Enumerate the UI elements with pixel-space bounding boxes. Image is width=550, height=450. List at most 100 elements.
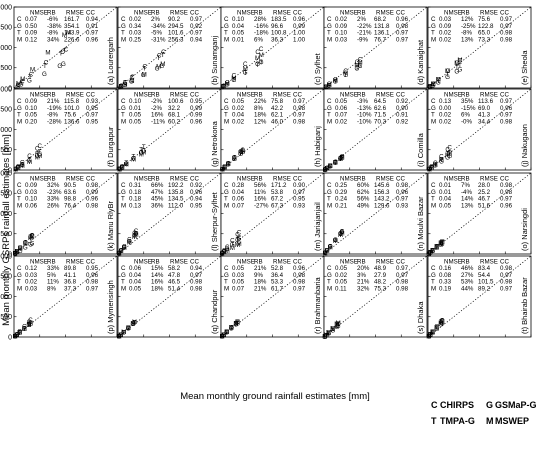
data-point-G: G	[15, 250, 20, 257]
stat-rb: 35%	[461, 98, 474, 105]
stat-header-nmse: NMSE	[237, 259, 255, 266]
data-point-M: M	[333, 159, 338, 166]
data-point-M: M	[447, 150, 452, 157]
y-tick-label: 1000	[0, 45, 12, 52]
stat-header-nmse: NMSE	[134, 259, 152, 266]
stat-rb: -10%	[357, 118, 372, 125]
stat-nmse: 0.34	[129, 23, 142, 30]
data-point-M: M	[62, 32, 67, 39]
data-point-C: C	[340, 154, 345, 161]
stat-rb: -0%	[461, 118, 473, 125]
data-point-M: M	[12, 250, 17, 257]
data-point-M: M	[160, 61, 165, 68]
station-label: (c) Sylhet	[313, 52, 322, 85]
data-point-T: T	[325, 248, 329, 255]
stat-cc: 0.97	[293, 189, 306, 196]
data-point-C: C	[225, 79, 230, 86]
data-point-M: M	[235, 319, 240, 326]
stat-header-cc: CC	[190, 10, 199, 17]
stat-header-nmse: NMSE	[30, 92, 48, 99]
stat-nmse: 0.02	[439, 30, 452, 37]
data-point-C: C	[324, 84, 329, 91]
stat-cc: 0.90	[293, 182, 306, 189]
data-point-T: T	[427, 334, 431, 341]
data-point-G: G	[440, 241, 445, 248]
data-point-T: T	[323, 167, 327, 174]
stat-nmse: 0.02	[232, 105, 245, 112]
stat-cc: 0.97	[293, 285, 306, 292]
data-point-C: C	[119, 83, 124, 90]
data-point-C: C	[44, 60, 49, 67]
one-to-one-line	[13, 88, 118, 171]
stat-rmse: 134.5	[168, 196, 184, 203]
data-point-G: G	[28, 321, 33, 328]
stat-header-rmse: RMSE	[66, 176, 84, 183]
data-point-M: M	[132, 234, 137, 241]
stat-rmse: 60.2	[168, 118, 181, 125]
data-point-M: M	[225, 248, 230, 255]
data-point-G: G	[119, 248, 124, 255]
stat-rb: 13%	[461, 36, 474, 43]
stat-nmse: 0.13	[129, 202, 142, 209]
stat-code: G	[121, 272, 126, 279]
stat-header-rb: RB	[254, 259, 263, 266]
stat-nmse: 0.05	[129, 285, 142, 292]
stat-cc: 0.98	[86, 182, 99, 189]
data-point-G: G	[129, 79, 134, 86]
data-point-M: M	[326, 330, 331, 337]
data-point-M: M	[438, 240, 443, 247]
stat-cc: 0.93	[86, 98, 99, 105]
stat-cc: 0.97	[190, 16, 203, 23]
data-point-M: M	[230, 245, 235, 252]
data-point-T: T	[327, 82, 331, 89]
data-point-G: G	[19, 82, 24, 89]
stat-rb: 8%	[254, 105, 263, 112]
stat-rmse: 47.8	[168, 272, 181, 279]
data-point-T: T	[331, 326, 335, 333]
data-point-G: G	[427, 167, 432, 174]
data-point-T: T	[123, 80, 127, 87]
stat-header-rb: RB	[151, 259, 160, 266]
data-point-M: M	[29, 234, 34, 241]
data-point-C: C	[20, 160, 25, 167]
stat-nmse: 0.05	[335, 98, 348, 105]
data-point-G: G	[433, 163, 438, 170]
data-point-T: T	[139, 146, 143, 153]
data-point-C: C	[20, 79, 25, 86]
stat-rmse: 183.5	[271, 16, 287, 23]
stat-nmse: 0.01	[232, 36, 245, 43]
data-point-G: G	[220, 166, 225, 173]
stat-code: C	[121, 16, 126, 23]
data-point-G: G	[141, 72, 146, 79]
data-point-T: T	[15, 332, 19, 339]
data-point-T: T	[239, 149, 243, 156]
stat-code: M	[17, 285, 22, 292]
stat-code: T	[327, 196, 331, 203]
stat-code: G	[121, 105, 126, 112]
one-to-one-line	[220, 172, 325, 255]
data-point-M: M	[354, 62, 359, 69]
data-point-M: M	[357, 60, 362, 67]
data-point-C: C	[60, 49, 65, 56]
stat-nmse: 0.06	[129, 265, 142, 272]
data-point-T: T	[28, 74, 32, 81]
data-point-M: M	[116, 334, 121, 341]
stat-cc: 0.95	[190, 98, 203, 105]
stat-rb: -27%	[254, 202, 269, 209]
data-point-T: T	[336, 321, 340, 328]
legend-label-M: MSWEP	[495, 416, 529, 426]
data-point-T: T	[43, 63, 47, 70]
data-point-G: G	[225, 246, 230, 253]
stat-code: C	[327, 182, 332, 189]
stat-nmse: 0.05	[439, 202, 452, 209]
stat-header-cc: CC	[86, 176, 95, 183]
station-label: (h) Habiganj	[313, 126, 322, 167]
stat-rmse: 90.5	[64, 182, 77, 189]
stat-rmse: 112.0	[168, 202, 184, 209]
stat-cc: 0.93	[396, 202, 409, 209]
stat-rb: 21%	[254, 265, 267, 272]
one-to-one-line	[323, 88, 428, 171]
data-point-T: T	[435, 324, 439, 331]
